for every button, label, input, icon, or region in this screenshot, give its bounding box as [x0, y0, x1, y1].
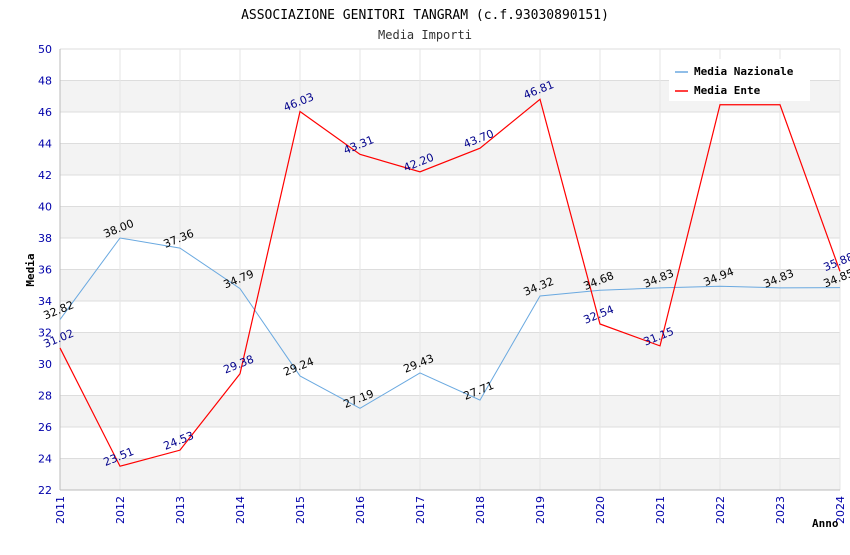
grid-band [60, 332, 840, 364]
chart-subtitle: Media Importi [378, 28, 472, 42]
x-tick-label: 2022 [714, 496, 727, 524]
y-tick-label: 46 [38, 106, 52, 119]
x-tick-label: 2016 [354, 496, 367, 524]
x-tick-label: 2012 [114, 496, 127, 524]
x-tick-label: 2015 [294, 496, 307, 524]
y-tick-label: 30 [38, 358, 52, 371]
x-tick-label: 2021 [654, 496, 667, 524]
x-tick-label: 2023 [774, 496, 787, 524]
series-line-media-nazionale [59, 237, 841, 409]
y-tick-label: 32 [38, 327, 52, 340]
x-tick-label: 2018 [474, 496, 487, 524]
y-tick-label: 38 [38, 232, 52, 245]
x-tick-label: 2024 [834, 496, 847, 524]
grid-band [60, 206, 840, 238]
x-tick-label: 2011 [54, 496, 67, 524]
x-tick-label: 2020 [594, 496, 607, 524]
legend-label-media-nazionale: Media Nazionale [694, 65, 794, 78]
y-tick-label: 34 [38, 295, 52, 308]
y-axis-title: Media [24, 253, 37, 286]
x-tick-label: 2013 [174, 496, 187, 524]
grid-band [60, 143, 840, 175]
grid-band [60, 458, 840, 490]
legend: Media Nazionale Media Ente [669, 59, 810, 101]
y-tick-label: 40 [38, 201, 52, 214]
x-tick-label: 2019 [534, 496, 547, 524]
series-line-media-ente [59, 98, 841, 467]
x-axis-title: Anno [812, 517, 839, 530]
y-tick-label: 22 [38, 484, 52, 497]
grid-band [60, 395, 840, 427]
y-tick-label: 44 [38, 138, 52, 151]
y-tick-label: 26 [38, 421, 52, 434]
x-tick-label: 2017 [414, 496, 427, 524]
y-tick-label: 24 [38, 453, 52, 466]
y-tick-label: 50 [38, 43, 52, 56]
y-tick-label: 36 [38, 264, 52, 277]
grid-band [60, 269, 840, 301]
y-tick-label: 28 [38, 390, 52, 403]
y-tick-label: 48 [38, 75, 52, 88]
legend-label-media-ente: Media Ente [694, 84, 761, 97]
x-tick-label: 2014 [234, 496, 247, 524]
y-tick-label: 42 [38, 169, 52, 182]
chart-title: ASSOCIAZIONE GENITORI TANGRAM (c.f.93030… [241, 8, 609, 23]
